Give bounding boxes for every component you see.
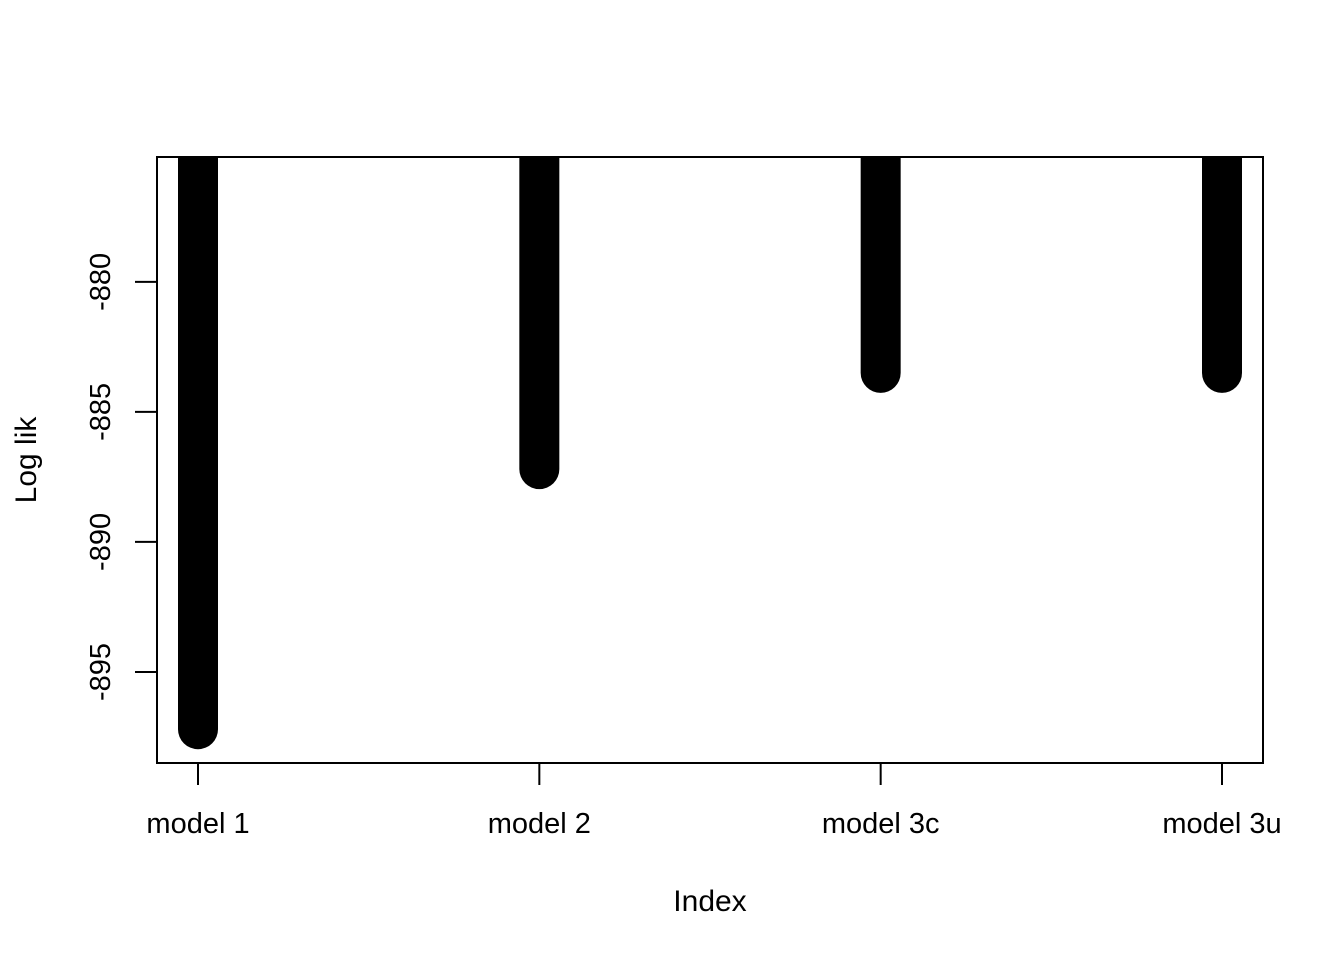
y-tick-label: -885 [85, 383, 117, 441]
bar [860, 157, 901, 393]
bar [1202, 157, 1242, 393]
x-tick-label: model 1 [146, 808, 249, 840]
plot-frame [156, 156, 1264, 764]
y-axis: -880 -885 -890 -895 [85, 253, 157, 701]
x-tick-label: model 2 [488, 808, 591, 840]
bar [519, 157, 560, 490]
y-tick-label: -880 [85, 253, 117, 311]
bars-layer [178, 157, 1242, 750]
x-tick-label: model 3c [822, 808, 940, 840]
x-tick-label: model 3u [1162, 808, 1281, 840]
y-tick-label: -895 [85, 643, 117, 701]
bar [178, 157, 218, 750]
x-axis-label: Index [673, 885, 746, 918]
y-tick-label: -890 [85, 513, 117, 571]
x-axis: model 1 model 2 model 3c model 3u [146, 763, 1282, 840]
y-axis-label: Log lik [10, 416, 43, 504]
